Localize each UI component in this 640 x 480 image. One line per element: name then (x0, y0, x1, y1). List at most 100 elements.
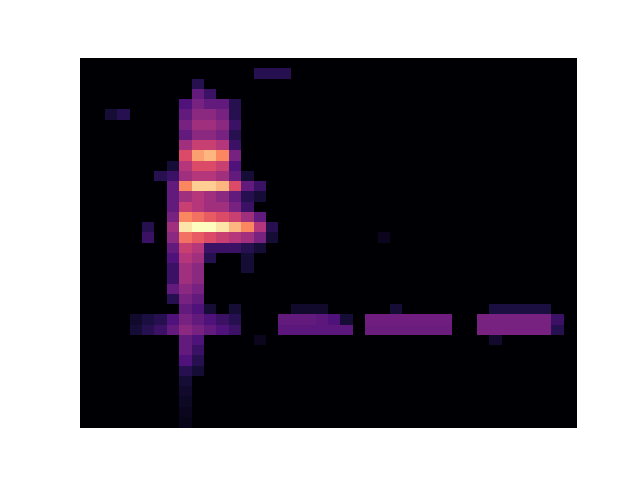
heatmap-cell (167, 68, 180, 79)
heatmap-cell (117, 325, 130, 336)
heatmap-cell (254, 109, 267, 120)
heatmap-cell (80, 396, 93, 407)
heatmap-cell (154, 407, 167, 418)
heatmap-cell (266, 161, 279, 172)
heatmap-cell (415, 89, 428, 100)
heatmap-cell (266, 130, 279, 141)
heatmap-cell (464, 140, 477, 151)
heatmap-cell (440, 109, 453, 120)
heatmap-cell (353, 79, 366, 90)
heatmap-cell (117, 202, 130, 213)
heatmap-cell (539, 109, 552, 120)
heatmap-cell (229, 273, 242, 284)
heatmap-cell (216, 222, 229, 233)
heatmap-cell (415, 68, 428, 79)
heatmap-cell (142, 89, 155, 100)
heatmap-cell (266, 212, 279, 223)
heatmap-cell (477, 140, 490, 151)
heatmap-cell (551, 130, 564, 141)
heatmap-cell (254, 263, 267, 274)
heatmap-cell (179, 263, 192, 274)
heatmap-cell (526, 376, 539, 387)
heatmap-cell (440, 253, 453, 264)
heatmap-cell (142, 161, 155, 172)
heatmap-cell (564, 407, 577, 418)
heatmap-cell (489, 212, 502, 223)
heatmap-cell (266, 253, 279, 264)
heatmap-cell (204, 79, 217, 90)
heatmap-cell (328, 263, 341, 274)
heatmap-cell (192, 140, 205, 151)
heatmap-cell (167, 253, 180, 264)
heatmap-cell (167, 99, 180, 110)
heatmap-cell (477, 243, 490, 254)
heatmap-cell (489, 232, 502, 243)
heatmap-cell (378, 376, 391, 387)
heatmap-cell (402, 335, 415, 346)
heatmap-cell (167, 181, 180, 192)
heatmap-cell (167, 284, 180, 295)
heatmap-cell (402, 212, 415, 223)
heatmap-cell (154, 79, 167, 90)
heatmap-cell (378, 99, 391, 110)
heatmap-cell (229, 79, 242, 90)
heatmap-cell (216, 284, 229, 295)
heatmap-cell (427, 294, 440, 305)
heatmap-cell (402, 181, 415, 192)
heatmap-cell (241, 263, 254, 274)
heatmap-cell (477, 130, 490, 141)
heatmap-cell (452, 294, 465, 305)
heatmap-cell (489, 130, 502, 141)
heatmap-cell (353, 222, 366, 233)
heatmap-cell (241, 150, 254, 161)
heatmap-cell (328, 376, 341, 387)
heatmap-cell (328, 273, 341, 284)
heatmap-cell (192, 222, 205, 233)
heatmap-cell (204, 335, 217, 346)
heatmap-cell (514, 284, 527, 295)
heatmap-cell (229, 376, 242, 387)
heatmap-cell (365, 407, 378, 418)
heatmap-cell (142, 243, 155, 254)
heatmap-cell (117, 109, 130, 120)
heatmap-cell (440, 99, 453, 110)
heatmap-cell (316, 68, 329, 79)
heatmap-cell (278, 335, 291, 346)
heatmap-cell (539, 130, 552, 141)
heatmap-cell (316, 355, 329, 366)
heatmap-cell (216, 314, 229, 325)
heatmap-cell (440, 366, 453, 377)
heatmap-cell (192, 263, 205, 274)
heatmap-cell (489, 171, 502, 182)
heatmap-cell (229, 304, 242, 315)
heatmap-cell (303, 366, 316, 377)
heatmap-cell (130, 345, 143, 356)
heatmap-cell (564, 222, 577, 233)
heatmap-cell (539, 376, 552, 387)
heatmap-cell (229, 181, 242, 192)
heatmap-cell (291, 396, 304, 407)
heatmap-cell (452, 161, 465, 172)
heatmap-cell (551, 202, 564, 213)
heatmap-cell (452, 68, 465, 79)
heatmap-cell (526, 68, 539, 79)
heatmap-cell (154, 68, 167, 79)
heatmap-cell (80, 284, 93, 295)
heatmap-cell (526, 99, 539, 110)
heatmap-cell (179, 407, 192, 418)
heatmap-cell (105, 181, 118, 192)
heatmap-cell (551, 243, 564, 254)
heatmap-cell (402, 161, 415, 172)
heatmap-cell (142, 181, 155, 192)
heatmap-cell (154, 140, 167, 151)
heatmap-cell (390, 345, 403, 356)
heatmap-cell (502, 109, 515, 120)
heatmap-cell (514, 273, 527, 284)
heatmap-cell (340, 284, 353, 295)
heatmap-cell (539, 99, 552, 110)
heatmap-cell (303, 99, 316, 110)
heatmap-cell (291, 366, 304, 377)
heatmap-cell (142, 68, 155, 79)
heatmap-cell (105, 68, 118, 79)
heatmap-cell (477, 294, 490, 305)
